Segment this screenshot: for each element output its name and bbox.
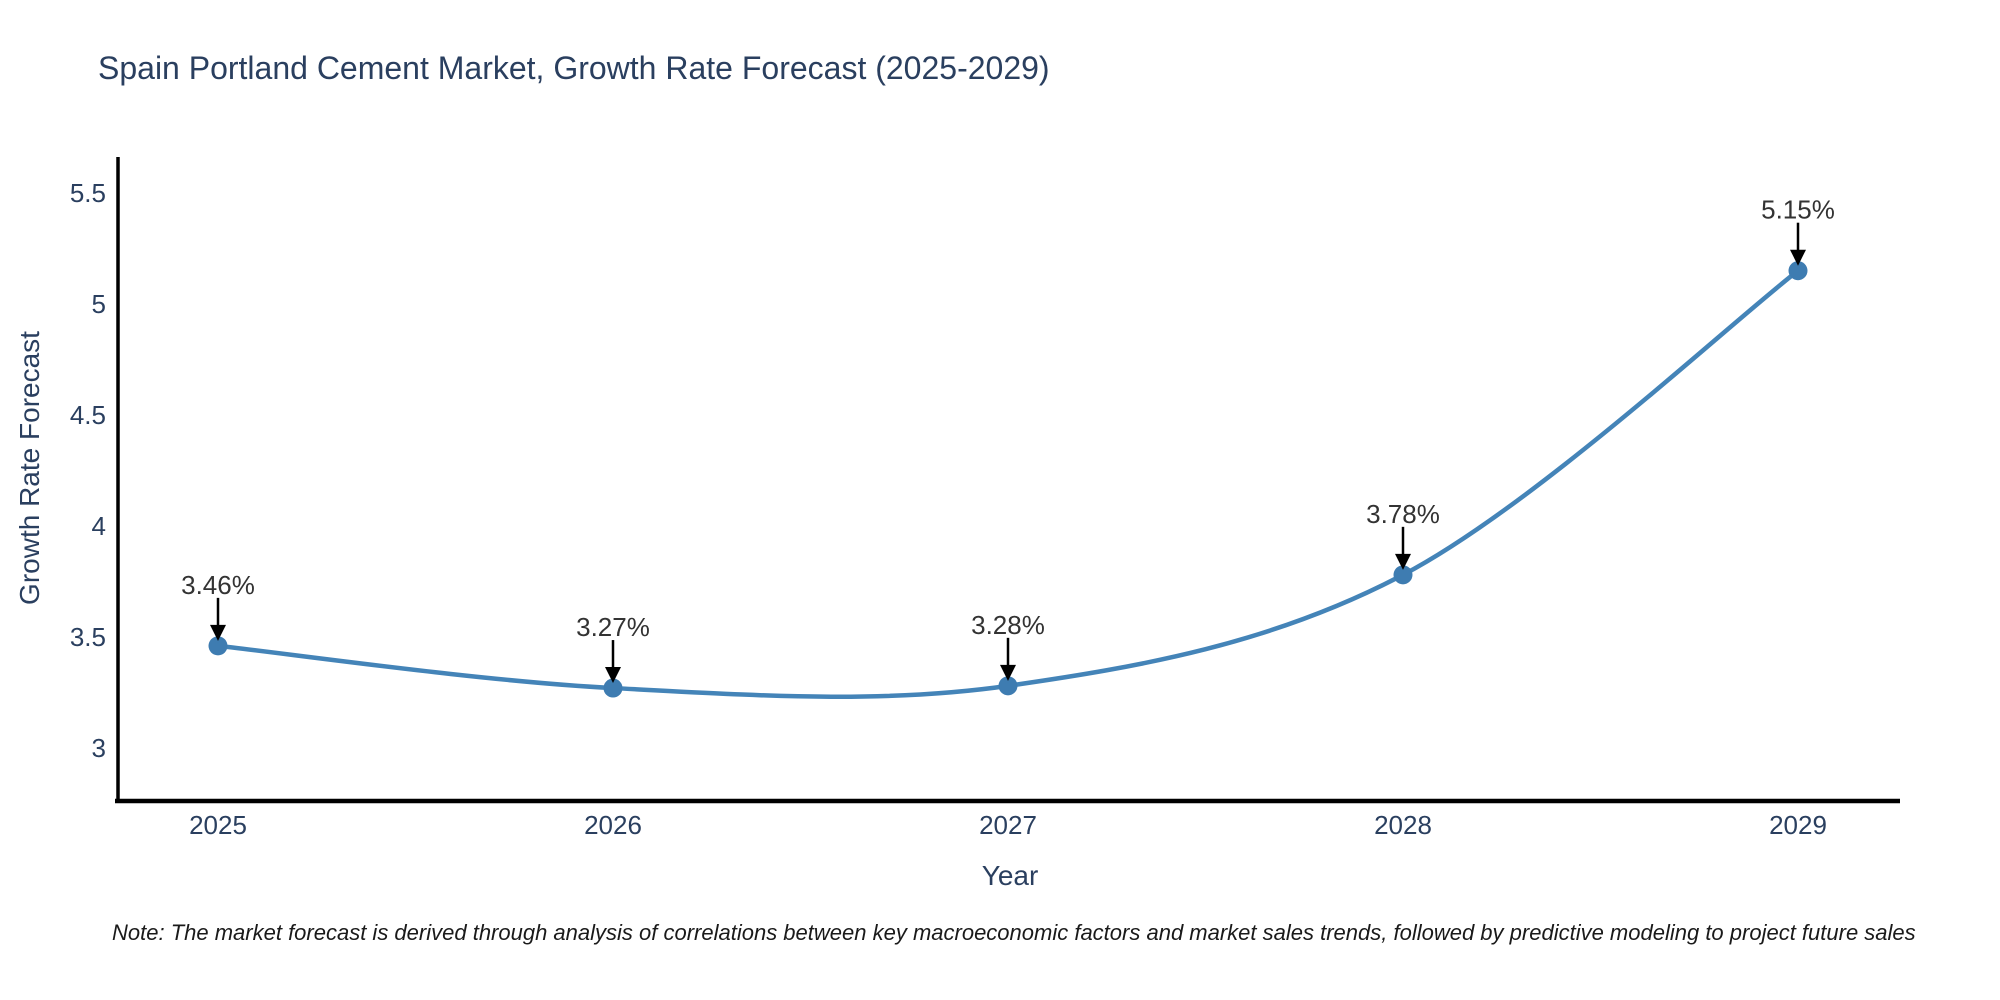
y-tick-label-4: 4 [92,511,106,541]
annotation-label-2027: 3.28% [971,610,1045,640]
x-tick-label-2025: 2025 [189,810,247,840]
footnote: Note: The market forecast is derived thr… [112,920,1916,945]
chart-title: Spain Portland Cement Market, Growth Rat… [98,50,1050,86]
y-tick-label-3.5: 3.5 [70,622,106,652]
x-axis-title: Year [981,860,1039,891]
annotation-label-2028: 3.78% [1366,499,1440,529]
annotation-label-2029: 5.15% [1761,195,1835,225]
x-tick-label-2026: 2026 [584,810,642,840]
x-tick-label-2028: 2028 [1374,810,1432,840]
annotation-arrow-head-2026 [605,667,621,684]
annotation-arrow-head-2029 [1790,249,1806,266]
y-tick-label-4.5: 4.5 [70,400,106,430]
data-point-marker-2025[interactable] [208,636,228,656]
x-tick-label-2029: 2029 [1769,810,1827,840]
annotation-arrow-head-2025 [210,624,226,641]
annotation-label-2026: 3.27% [576,612,650,642]
data-point-marker-2026[interactable] [603,678,623,698]
annotation-label-2025: 3.46% [181,570,255,600]
annotation-arrow-head-2027 [1000,664,1016,681]
forecast-trend-line [215,268,1801,699]
y-tick-label-5: 5 [92,289,106,319]
data-point-marker-2027[interactable] [998,676,1018,696]
data-point-marker-2029[interactable] [1788,261,1808,281]
annotation-arrow-head-2028 [1395,553,1411,570]
x-tick-label-2027: 2027 [979,810,1037,840]
data-point-marker-2028[interactable] [1393,565,1413,585]
y-tick-label-5.5: 5.5 [70,178,106,208]
y-tick-label-3: 3 [92,733,106,763]
